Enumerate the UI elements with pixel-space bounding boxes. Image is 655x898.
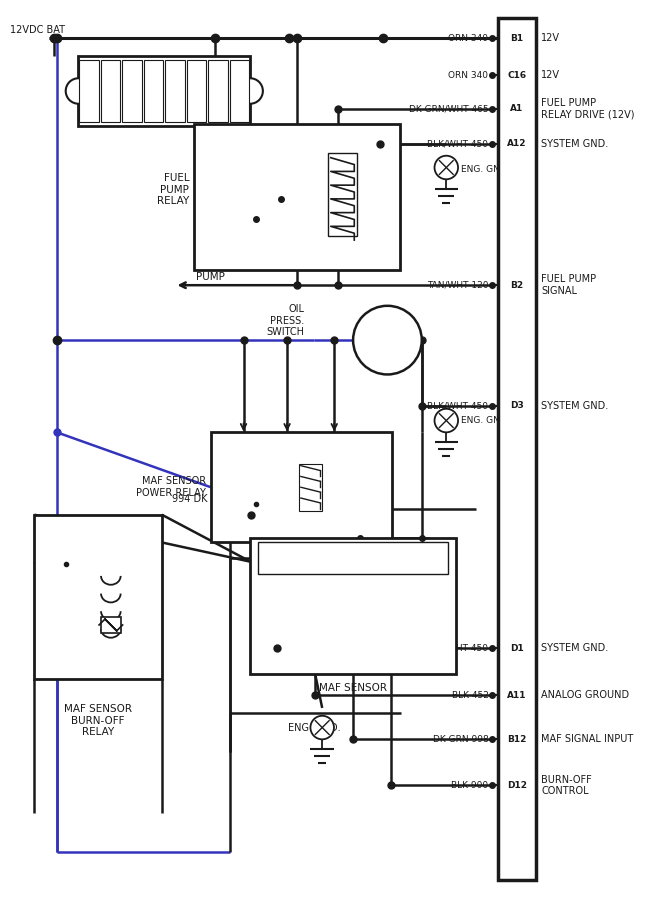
Text: B: B — [312, 547, 318, 556]
Circle shape — [237, 78, 263, 104]
Text: 12V: 12V — [421, 594, 438, 603]
Circle shape — [434, 155, 458, 180]
Text: 993
RED: 993 RED — [365, 496, 385, 517]
Text: D3: D3 — [510, 401, 524, 410]
Text: SYSTEM GND.: SYSTEM GND. — [542, 643, 608, 653]
Text: DK GRN/WHT 465: DK GRN/WHT 465 — [409, 104, 489, 113]
Text: A11: A11 — [507, 691, 527, 700]
Text: SIGNAL: SIGNAL — [310, 604, 320, 633]
Circle shape — [353, 306, 422, 374]
Text: BURN-OFF
CONTROL: BURN-OFF CONTROL — [542, 775, 592, 797]
Text: B1: B1 — [510, 33, 523, 42]
Text: E: E — [241, 442, 246, 451]
Text: D: D — [248, 526, 254, 535]
Text: 12V: 12V — [542, 70, 561, 80]
Text: ANALOG GROUND: ANALOG GROUND — [542, 691, 629, 700]
Text: C: C — [41, 664, 47, 673]
Text: B12: B12 — [507, 735, 527, 744]
Text: C: C — [284, 442, 290, 451]
Bar — [165, 59, 185, 122]
Text: B: B — [213, 110, 219, 119]
Text: BURN
OFF: BURN OFF — [381, 608, 401, 629]
Text: D: D — [388, 547, 394, 556]
Bar — [187, 59, 206, 122]
Text: G: G — [86, 110, 94, 119]
Bar — [208, 59, 228, 122]
Text: A12: A12 — [507, 139, 527, 148]
Text: E: E — [426, 547, 432, 556]
Text: MAF SENSOR: MAF SENSOR — [319, 683, 387, 693]
Text: BLK/WHT 450: BLK/WHT 450 — [428, 139, 489, 148]
Text: C: C — [294, 132, 301, 141]
Bar — [250, 538, 456, 674]
Text: B: B — [335, 132, 341, 141]
Bar — [498, 19, 536, 879]
Text: BURN
OFF: BURN OFF — [343, 608, 363, 629]
Bar — [122, 59, 142, 122]
Text: 12VDC BAT: 12VDC BAT — [10, 25, 65, 35]
Bar — [194, 124, 400, 269]
Text: 994 DK BLU: 994 DK BLU — [172, 494, 229, 504]
Text: MAF SENSOR
POWER RELAY: MAF SENSOR POWER RELAY — [136, 477, 206, 498]
Text: FUEL PUMP
SIGNAL: FUEL PUMP SIGNAL — [542, 275, 597, 296]
Bar — [79, 59, 99, 122]
Bar — [101, 59, 121, 122]
Bar — [101, 617, 121, 633]
Text: ENG. GND.: ENG. GND. — [461, 416, 510, 425]
Text: 12V: 12V — [542, 33, 561, 43]
Bar — [230, 59, 249, 122]
Text: FUEL
PUMP
RELAY: FUEL PUMP RELAY — [157, 173, 189, 207]
Text: A1: A1 — [510, 104, 523, 113]
Text: A: A — [377, 132, 383, 141]
Bar — [79, 56, 250, 127]
Text: A: A — [149, 522, 155, 531]
Text: B: B — [331, 442, 337, 451]
Text: D12: D12 — [507, 781, 527, 790]
Circle shape — [66, 78, 91, 104]
Text: ORN 340: ORN 340 — [449, 71, 489, 80]
Bar — [299, 463, 322, 511]
Text: ENG. GND.: ENG. GND. — [461, 165, 510, 174]
Text: ENG. GND.: ENG. GND. — [288, 723, 341, 733]
Text: FUEL PUMP
RELAY DRIVE (12V): FUEL PUMP RELAY DRIVE (12V) — [542, 98, 635, 119]
Text: MAF SENSOR
BURN-OFF
RELAY: MAF SENSOR BURN-OFF RELAY — [64, 704, 132, 737]
Bar — [328, 153, 357, 236]
Circle shape — [434, 409, 458, 432]
Text: SIGNAL: SIGNAL — [272, 604, 282, 633]
Text: SYSTEM GND.: SYSTEM GND. — [542, 401, 608, 411]
Text: TAN/WHT 120: TAN/WHT 120 — [427, 281, 489, 290]
Text: B2: B2 — [510, 281, 523, 290]
Text: BLK/WHT 450: BLK/WHT 450 — [428, 644, 489, 653]
Text: DK GRN 998: DK GRN 998 — [433, 735, 489, 744]
Text: C: C — [350, 547, 356, 556]
Text: A: A — [356, 526, 363, 535]
Text: C16: C16 — [508, 71, 527, 80]
Bar — [34, 515, 162, 680]
Text: BLK 452: BLK 452 — [451, 691, 489, 700]
Circle shape — [310, 716, 334, 739]
Text: D: D — [212, 132, 218, 141]
Text: BLK 900: BLK 900 — [451, 781, 489, 790]
Text: E: E — [41, 522, 47, 531]
Text: MAF SIGNAL INPUT: MAF SIGNAL INPUT — [542, 735, 633, 744]
Text: A: A — [274, 547, 280, 556]
Text: B: B — [149, 664, 155, 673]
Text: OIL
PRESS.
SWITCH: OIL PRESS. SWITCH — [266, 304, 304, 337]
Text: SYSTEM GND.: SYSTEM GND. — [542, 139, 608, 149]
Text: A: A — [233, 110, 239, 119]
Bar — [144, 59, 163, 122]
Text: TO
FUEL
PUMP: TO FUEL PUMP — [196, 249, 225, 282]
Text: E: E — [253, 132, 259, 141]
Text: ORN 340: ORN 340 — [449, 33, 489, 42]
Bar — [211, 432, 392, 542]
Text: D1: D1 — [510, 644, 524, 653]
Bar — [258, 542, 448, 574]
Text: BLK/WHT 450: BLK/WHT 450 — [428, 401, 489, 410]
